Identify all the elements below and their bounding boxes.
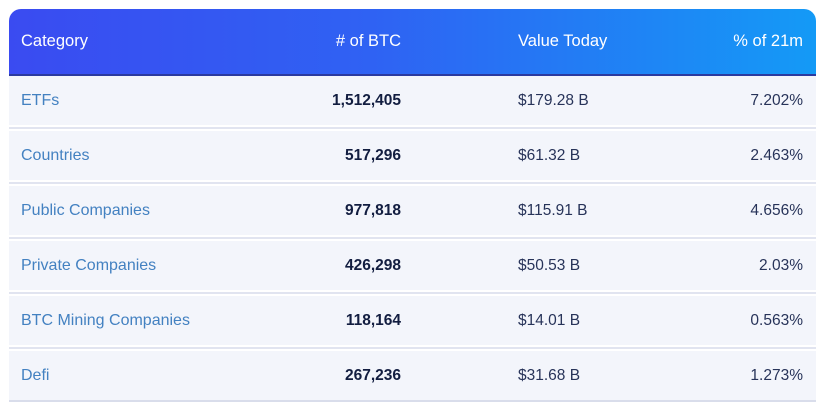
- category-cell: BTC Mining Companies: [9, 312, 249, 330]
- btc-amount-cell: 267,236: [344, 366, 401, 384]
- btc-amount-cell: 1,512,405: [332, 91, 401, 109]
- value-today-cell: $14.01 B: [518, 311, 581, 329]
- btc-amount-cell: 517,296: [344, 146, 401, 164]
- btc-holdings-table: Category # of BTC Value Today % of 21m E…: [9, 9, 816, 402]
- category-link[interactable]: ETFs: [21, 91, 60, 109]
- table-row: Countries 517,296 $61.32 B 2.463%: [9, 131, 816, 180]
- value-today-cell: $50.53 B: [518, 256, 581, 274]
- btc-amount-cell: 426,298: [344, 256, 401, 274]
- category-cell: Public Companies: [9, 202, 249, 220]
- category-cell: Countries: [9, 147, 249, 165]
- column-header-value-today: Value Today: [518, 32, 608, 50]
- value-today-cell: $61.32 B: [518, 146, 581, 164]
- row-separator: [9, 180, 816, 186]
- category-cell: ETFs: [9, 92, 249, 110]
- btc-amount-cell: 977,818: [344, 201, 401, 219]
- table-body: ETFs 1,512,405 $179.28 B 7.202% Countrie…: [9, 76, 816, 400]
- row-separator: [9, 235, 816, 241]
- pct-of-21m-cell: 2.03%: [759, 256, 803, 274]
- value-today-cell: $31.68 B: [518, 366, 581, 384]
- column-header-pct-of-21m: % of 21m: [733, 32, 803, 50]
- value-today-cell: $115.91 B: [518, 201, 588, 219]
- column-header-category: Category: [21, 32, 88, 50]
- value-today-cell: $179.28 B: [518, 91, 589, 109]
- table-row: BTC Mining Companies 118,164 $14.01 B 0.…: [9, 296, 816, 345]
- category-link[interactable]: Defi: [21, 366, 50, 384]
- btc-amount-cell: 118,164: [345, 311, 401, 329]
- category-link[interactable]: BTC Mining Companies: [21, 311, 190, 329]
- pct-of-21m-cell: 7.202%: [750, 91, 803, 109]
- table-row: Private Companies 426,298 $50.53 B 2.03%: [9, 241, 816, 290]
- row-separator: [9, 290, 816, 296]
- pct-of-21m-cell: 2.463%: [750, 146, 803, 164]
- pct-of-21m-cell: 4.656%: [750, 201, 803, 219]
- category-cell: Defi: [9, 367, 249, 385]
- pct-of-21m-cell: 0.563%: [750, 311, 803, 329]
- table-bottom-edge: [9, 400, 816, 402]
- category-link[interactable]: Countries: [21, 146, 90, 164]
- category-link[interactable]: Private Companies: [21, 256, 157, 274]
- table-row: ETFs 1,512,405 $179.28 B 7.202%: [9, 76, 816, 125]
- table-header-row: Category # of BTC Value Today % of 21m: [9, 9, 816, 76]
- category-cell: Private Companies: [9, 257, 249, 275]
- pct-of-21m-cell: 1.273%: [750, 366, 803, 384]
- column-header-num-of-btc: # of BTC: [335, 32, 401, 50]
- table-row: Public Companies 977,818 $115.91 B 4.656…: [9, 186, 816, 235]
- row-separator: [9, 345, 816, 351]
- category-link[interactable]: Public Companies: [21, 201, 150, 219]
- row-separator: [9, 125, 816, 131]
- table-row: Defi 267,236 $31.68 B 1.273%: [9, 351, 816, 400]
